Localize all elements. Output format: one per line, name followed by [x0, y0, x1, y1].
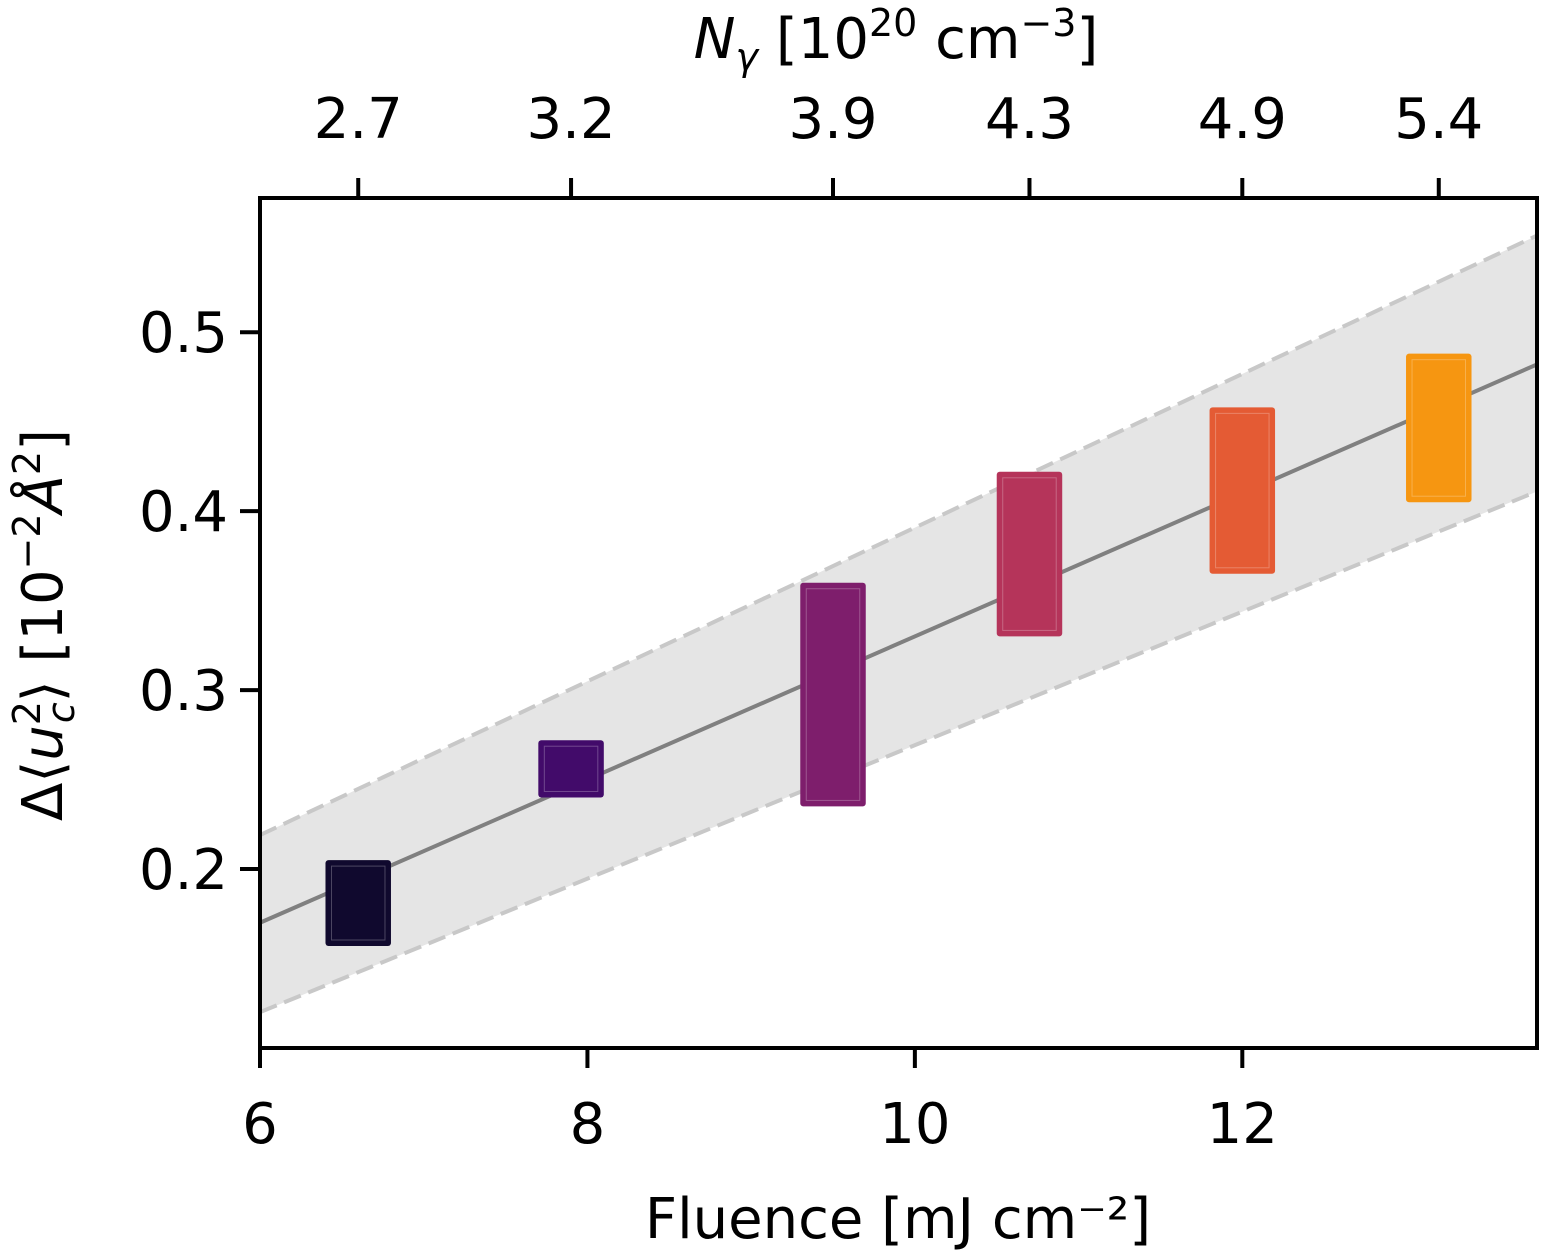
- top-axis-label: Nγ [1020 cm−3]: [694, 1, 1099, 79]
- lower-bound-line: [260, 489, 1537, 1015]
- fit-line: [260, 362, 1537, 925]
- data-point-box: [538, 740, 604, 798]
- upper-bound-line: [260, 233, 1537, 837]
- x-tick-label: 6: [242, 1092, 278, 1157]
- top-tick-label: 3.2: [527, 87, 616, 152]
- data-point-inner-edge: [543, 745, 599, 792]
- x-tick-label: 8: [570, 1092, 606, 1157]
- y-tick-label: 0.3: [139, 659, 228, 724]
- top-tick-label: 5.4: [1394, 87, 1483, 152]
- x-axis-label: Fluence [mJ cm⁻²]: [645, 1187, 1151, 1252]
- x-tick-label: 12: [1207, 1092, 1278, 1157]
- top-tick-label: 4.3: [985, 87, 1074, 152]
- y-tick-label: 0.4: [139, 480, 228, 545]
- data-point-inner-edge: [1002, 477, 1057, 631]
- data-point-inner-edge: [805, 588, 861, 801]
- ticks-layer: 6 8 10 12 0.2 0.3 0.4 0.5 2.7 3.2 3.9 4.3 4.9 5.4: [139, 87, 1483, 1157]
- data-point-box: [1209, 407, 1276, 574]
- data-point-inner-edge: [1411, 359, 1467, 497]
- data-point-inner-edge: [1215, 412, 1270, 569]
- data-point-box: [800, 582, 866, 807]
- y-tick-label: 0.5: [139, 301, 228, 366]
- confidence-band-layer: [260, 233, 1537, 1015]
- top-tick-label: 2.7: [314, 87, 403, 152]
- plot-frame: [258, 196, 1539, 1050]
- top-tick-label: 3.9: [788, 87, 877, 152]
- top-tick-label: 4.9: [1198, 87, 1287, 152]
- x-tick-label: 10: [879, 1092, 950, 1157]
- data-point-box: [1406, 353, 1472, 503]
- y-tick-label: 0.2: [139, 838, 228, 903]
- confidence-band: [260, 235, 1537, 1013]
- data-point-box: [996, 471, 1063, 637]
- data-point-box: [325, 860, 391, 946]
- data-point-inner-edge: [330, 865, 386, 941]
- data-marks-layer: [260, 353, 1537, 946]
- y-axis-label: Δ⟨u2c⟩ [10−2Å2]: [5, 429, 83, 821]
